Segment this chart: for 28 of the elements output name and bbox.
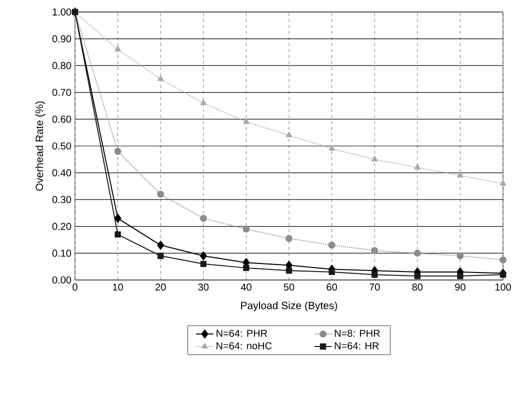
y-tick-label: 0.00: [52, 276, 72, 284]
x-tick-label: 0: [72, 284, 78, 291]
y-tick-label: 0.70: [52, 88, 72, 96]
legend-label: N=8: PHR: [334, 330, 380, 337]
y-tick-label: 0.50: [52, 142, 72, 150]
y-tick-label: 0.60: [52, 116, 72, 123]
legend-label: N=64: noHC: [216, 342, 272, 350]
legend-label: N=64: HR: [334, 342, 379, 350]
x-tick-label: 50: [284, 284, 294, 291]
y-tick-label: 0.40: [52, 169, 72, 176]
y-tick-label: 0.20: [52, 222, 72, 230]
x-tick-label: 60: [326, 284, 337, 291]
x-tick-label: 100: [495, 284, 511, 291]
x-tick-label: 40: [240, 284, 252, 291]
y-axis-title: Overhead Rate (%): [35, 101, 46, 191]
x-tick-label: 90: [455, 284, 466, 291]
x-axis-title: Payload Size (Bytes): [241, 301, 338, 312]
y-tick-label: 0.30: [52, 196, 72, 204]
y-tick-label: 0.90: [52, 35, 72, 42]
y-tick-label: 1.00: [52, 8, 72, 16]
x-tick-label: 70: [370, 284, 380, 291]
legend-label: N=64: PHR: [216, 330, 268, 337]
x-tick-label: 10: [113, 284, 123, 291]
x-tick-label: 30: [198, 284, 209, 291]
x-tick-label: 80: [412, 284, 423, 291]
y-tick-label: 0.80: [52, 62, 72, 70]
y-tick-label: 0.10: [52, 250, 72, 257]
x-tick-label: 20: [156, 284, 166, 291]
